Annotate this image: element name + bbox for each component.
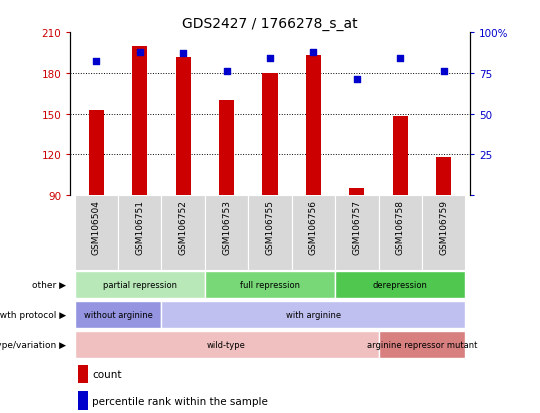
Point: [92, 59, 100, 66]
FancyBboxPatch shape: [379, 331, 465, 358]
Text: GSM106752: GSM106752: [179, 199, 187, 254]
Text: other ▶: other ▶: [32, 280, 66, 290]
Point: [222, 69, 231, 76]
Text: full repression: full repression: [240, 280, 300, 290]
Text: derepression: derepression: [373, 280, 428, 290]
Point: [266, 56, 274, 62]
Text: GSM106504: GSM106504: [92, 199, 101, 254]
Text: with arginine: with arginine: [286, 310, 341, 319]
Text: partial repression: partial repression: [103, 280, 177, 290]
Bar: [78, 392, 88, 411]
Text: genotype/variation ▶: genotype/variation ▶: [0, 340, 66, 349]
Text: growth protocol ▶: growth protocol ▶: [0, 310, 66, 319]
FancyBboxPatch shape: [75, 331, 379, 358]
Bar: [349, 189, 364, 196]
FancyBboxPatch shape: [75, 301, 161, 328]
Text: GSM106751: GSM106751: [135, 199, 144, 254]
Point: [179, 51, 187, 57]
Text: GSM106756: GSM106756: [309, 199, 318, 254]
Bar: [219, 101, 234, 196]
Text: wild-type: wild-type: [207, 340, 246, 349]
Bar: [78, 365, 88, 383]
FancyBboxPatch shape: [161, 196, 205, 270]
Text: without arginine: without arginine: [84, 310, 152, 319]
FancyBboxPatch shape: [292, 196, 335, 270]
FancyBboxPatch shape: [422, 196, 465, 270]
Text: count: count: [92, 369, 122, 379]
Text: GSM106757: GSM106757: [353, 199, 361, 254]
Bar: [262, 74, 278, 196]
FancyBboxPatch shape: [205, 196, 248, 270]
Text: GSM106755: GSM106755: [266, 199, 274, 254]
Text: GDS2427 / 1766278_s_at: GDS2427 / 1766278_s_at: [182, 17, 358, 31]
FancyBboxPatch shape: [205, 272, 335, 298]
FancyBboxPatch shape: [248, 196, 292, 270]
Point: [136, 49, 144, 56]
Text: percentile rank within the sample: percentile rank within the sample: [92, 396, 268, 406]
Text: GSM106758: GSM106758: [396, 199, 405, 254]
Point: [440, 69, 448, 76]
Text: arginine repressor mutant: arginine repressor mutant: [367, 340, 477, 349]
Text: GSM106759: GSM106759: [439, 199, 448, 254]
Bar: [132, 47, 147, 196]
FancyBboxPatch shape: [335, 272, 465, 298]
Bar: [393, 117, 408, 196]
FancyBboxPatch shape: [75, 272, 205, 298]
Bar: [89, 110, 104, 196]
Point: [396, 56, 404, 62]
Point: [309, 49, 318, 56]
FancyBboxPatch shape: [161, 301, 465, 328]
Bar: [306, 56, 321, 196]
FancyBboxPatch shape: [335, 196, 379, 270]
FancyBboxPatch shape: [118, 196, 161, 270]
FancyBboxPatch shape: [75, 196, 118, 270]
Text: GSM106753: GSM106753: [222, 199, 231, 254]
Bar: [436, 158, 451, 196]
FancyBboxPatch shape: [379, 196, 422, 270]
Point: [353, 77, 361, 83]
Bar: [176, 57, 191, 196]
